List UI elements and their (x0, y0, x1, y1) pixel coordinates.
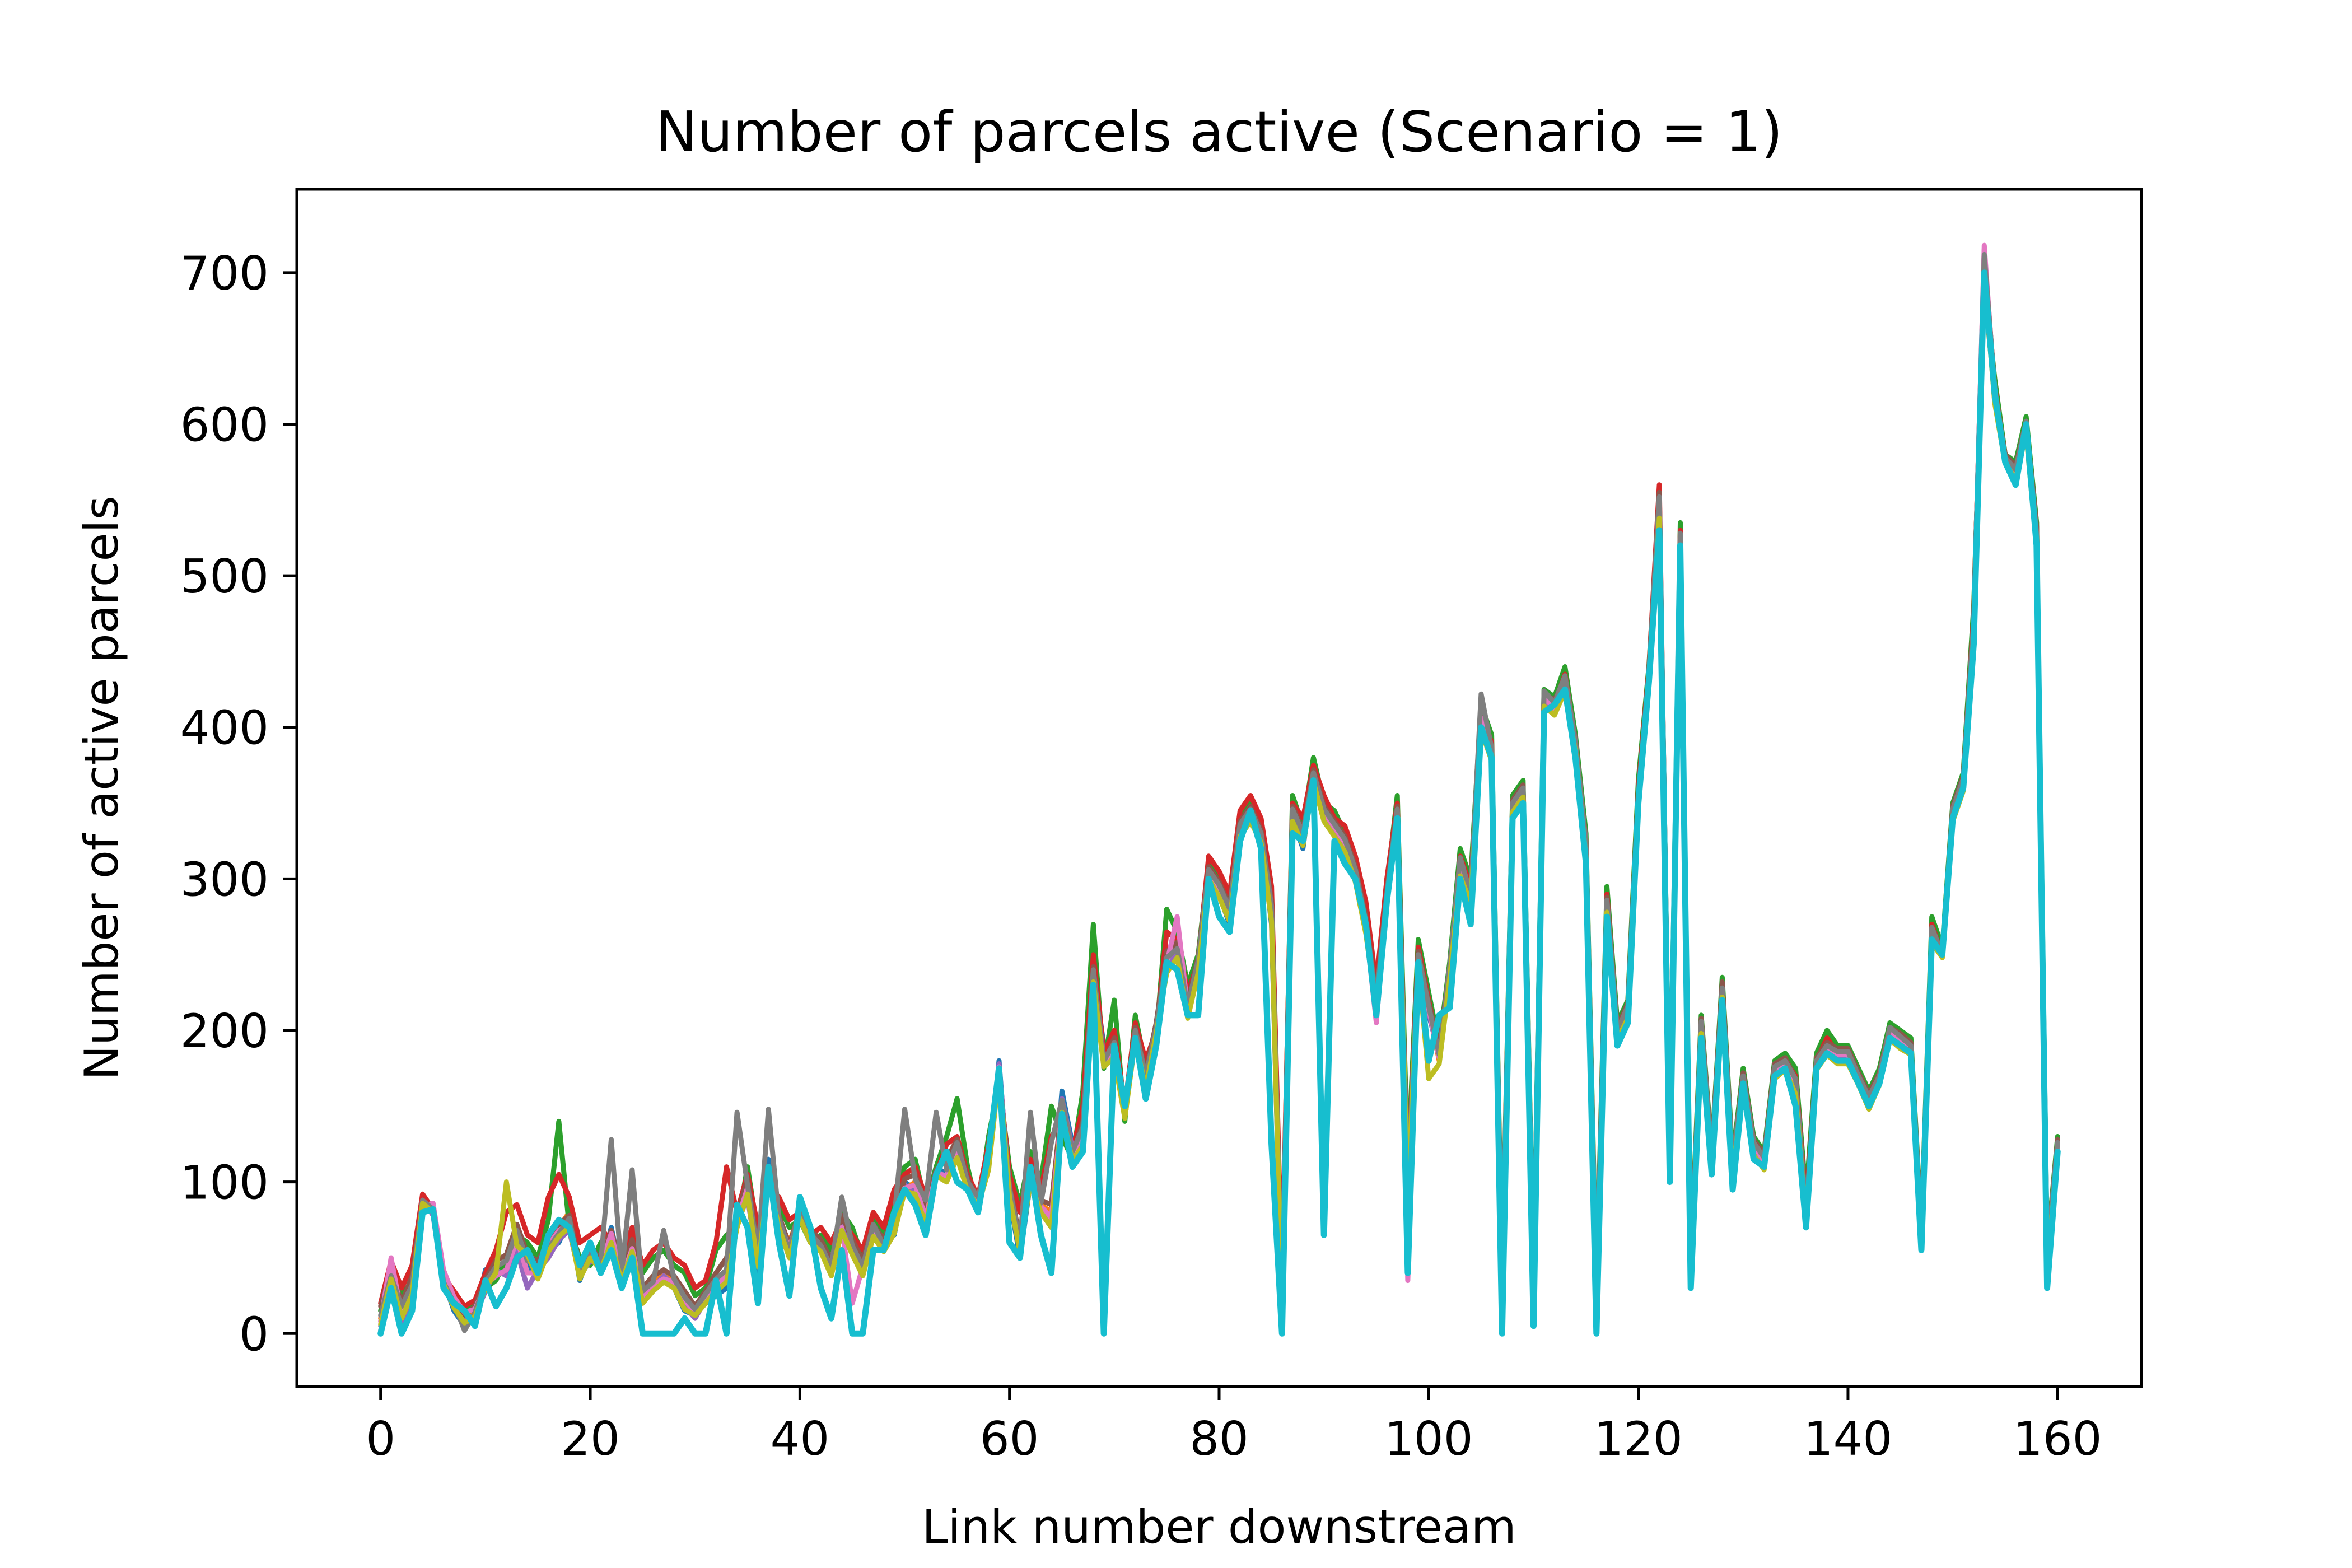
y-tick-label: 300 (180, 852, 269, 907)
x-tick-label: 60 (980, 1412, 1039, 1466)
x-tick-label: 20 (561, 1412, 620, 1466)
y-tick-label: 200 (180, 1004, 269, 1058)
y-axis: 0 100 200 300 400 500 600 700 (180, 246, 297, 1361)
series-line-8 (378, 251, 2060, 1333)
x-tick-label: 160 (2013, 1412, 2102, 1466)
x-tick-label: 80 (1189, 1412, 1249, 1466)
y-tick-label: 700 (180, 246, 269, 301)
series-layer (377, 242, 2061, 1337)
y-tick-label: 400 (180, 701, 269, 755)
x-tick-label: 100 (1384, 1412, 1473, 1466)
chart-title: Number of parcels active (Scenario = 1) (656, 99, 1783, 165)
y-tick-label: 500 (180, 549, 269, 604)
y-tick-label: 600 (180, 398, 269, 452)
x-tick-label: 120 (1594, 1412, 1682, 1466)
y-tick-label: 100 (180, 1156, 269, 1210)
x-axis-label: Link number downstream (922, 1500, 1516, 1554)
x-tick-label: 40 (771, 1412, 830, 1466)
series-line-10 (377, 269, 2061, 1337)
y-tick-label: 0 (239, 1307, 269, 1361)
y-axis-label: Number of active parcels (74, 496, 129, 1080)
x-axis: 0 20 40 60 80 100 120 140 160 (366, 1387, 2102, 1466)
x-tick-label: 140 (1804, 1412, 1892, 1466)
x-tick-label: 0 (366, 1412, 395, 1466)
